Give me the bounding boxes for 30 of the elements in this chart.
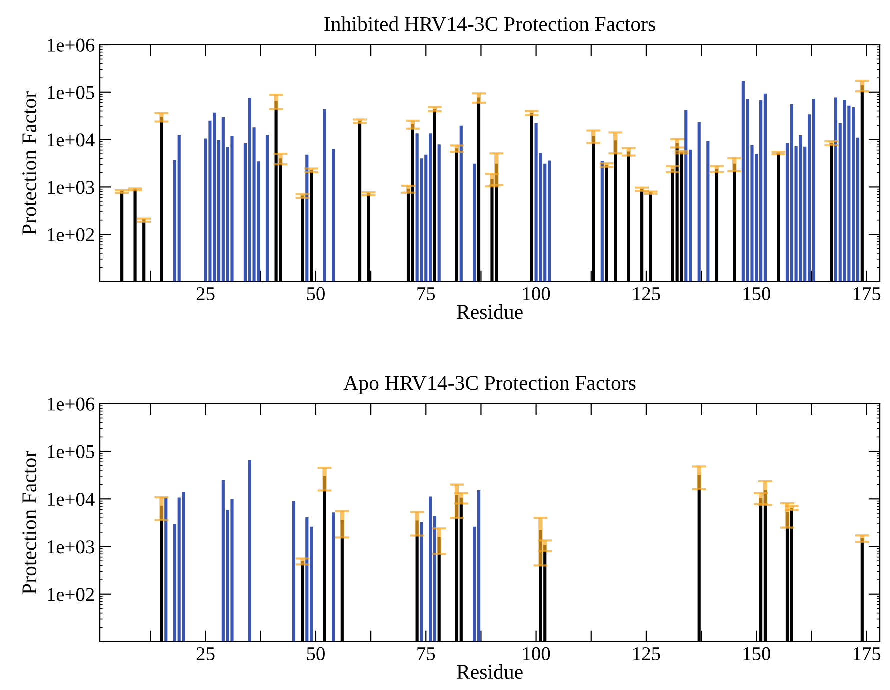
x-tick-label: 150	[744, 647, 770, 661]
x-tick-label: 75	[418, 648, 436, 661]
x-tick-label: 175	[854, 647, 881, 661]
y-axis-title: Protection Factor	[22, 92, 37, 235]
y-tick-label: 1e+02	[48, 228, 94, 242]
chart-title: Inhibited HRV14-3C Protection Factors	[324, 16, 656, 32]
x-tick-label: 100	[523, 287, 550, 301]
y-tick-label: 1e+03	[48, 540, 94, 554]
x-tick-label: 50	[307, 287, 325, 301]
x-tick-label: 50	[307, 647, 325, 661]
x-tick-label: 25	[196, 647, 215, 661]
y-tick-label: 1e+04	[48, 492, 95, 506]
y-tick-label: 1e+03	[48, 181, 94, 194]
y-tick-label: 1e+06	[48, 398, 95, 411]
y-tick-label: 1e+04	[48, 134, 95, 147]
chart-title: Apo HRV14-3C Protection Factors	[344, 376, 636, 394]
y-tick-label: 1e+05	[48, 445, 94, 458]
y-tick-label: 1e+02	[48, 588, 94, 602]
x-tick-label: 175	[854, 288, 881, 301]
x-tick-label: 75	[418, 288, 436, 301]
x-axis-title: Residue	[457, 304, 523, 320]
y-tick-label: 1e+06	[48, 38, 95, 52]
x-tick-label: 150	[744, 287, 770, 301]
x-axis-title: Residue	[457, 664, 523, 680]
x-tick-label: 125	[634, 647, 660, 661]
x-tick-label: 25	[196, 287, 215, 301]
y-axis-title: Protection Factor	[22, 451, 37, 594]
x-tick-label: 125	[634, 287, 660, 301]
y-tick-label: 1e+05	[48, 86, 94, 100]
x-tick-label: 100	[523, 647, 550, 661]
